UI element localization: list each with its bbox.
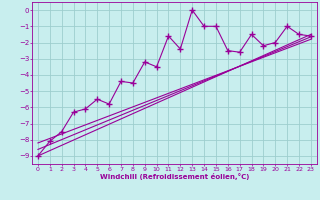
X-axis label: Windchill (Refroidissement éolien,°C): Windchill (Refroidissement éolien,°C) (100, 173, 249, 180)
